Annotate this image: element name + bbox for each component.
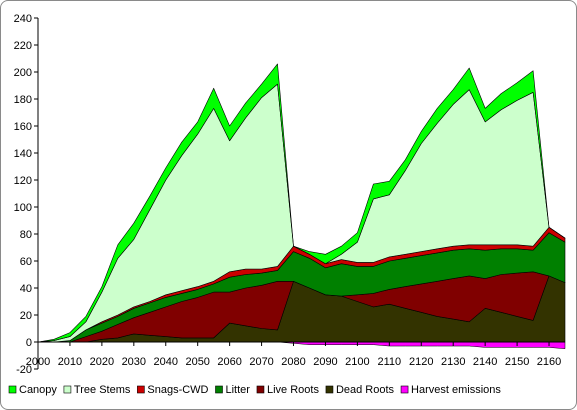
y-tick-label: -20 [16,364,32,376]
legend-label: Tree Stems [74,384,131,396]
x-tick-label: 2160 [537,356,561,368]
y-tick-label: 200 [14,67,32,79]
x-tick-label: 2140 [473,356,497,368]
y-tick-label: 180 [14,94,32,106]
x-tick-label: 2070 [249,356,273,368]
legend-label: Litter [226,384,251,396]
y-tick-label: 100 [14,202,32,214]
legend-swatch [256,385,265,394]
area-harvest-emissions [38,341,566,350]
legend-label: Dead Roots [336,384,395,396]
x-tick-label: 2020 [90,356,114,368]
x-tick-label: 2090 [313,356,337,368]
legend-item-tree-stems: Tree Stems [63,384,131,396]
legend-label: Snags-CWD [147,384,208,396]
x-tick-label: 2060 [217,356,241,368]
y-tick-label: 240 [14,13,32,25]
x-tick-label: 2040 [154,356,178,368]
legend-swatch [325,385,334,394]
legend-swatch [8,385,17,394]
x-tick-label: 2150 [505,356,529,368]
x-tick-label: 2010 [58,356,82,368]
x-tick-label: 2080 [281,356,305,368]
area-canopy [37,63,566,343]
axes: -200204060801001201401601802002202402000… [14,13,565,376]
legend-swatch [400,385,409,394]
legend-label: Live Roots [267,384,319,396]
y-tick-label: 140 [14,148,32,160]
x-tick-label: 2100 [345,356,369,368]
y-tick-label: 120 [14,175,32,187]
x-tick-label: 2120 [409,356,433,368]
legend-swatch [215,385,223,394]
legend: Canopy Tree Stems Snags-CWD Litter Live Root… [8,384,501,396]
legend-item-canopy: Canopy [8,384,57,396]
y-tick-label: 220 [14,40,32,52]
legend-swatch [137,385,145,394]
legend-item-live-roots: Live Roots [256,384,319,396]
y-tick-label: 160 [14,121,32,133]
y-tick-label: 80 [20,229,32,241]
x-tick-label: 2110 [378,356,402,368]
x-tick-label: 2130 [441,356,465,368]
legend-item-harvest-emissions: Harvest emissions [400,384,501,396]
legend-item-snags-cwd: Snags-CWD [137,384,209,396]
y-tick-label: 20 [20,310,32,322]
x-tick-label: 2000 [26,356,50,368]
stacked-areas [37,63,566,350]
legend-label: Harvest emissions [411,384,501,396]
y-tick-label: 40 [20,283,32,295]
legend-item-litter: Litter [215,384,251,396]
legend-item-dead-roots: Dead Roots [325,384,395,396]
x-tick-label: 2030 [122,356,146,368]
x-tick-label: 2050 [185,356,209,368]
legend-label: Canopy [19,384,57,396]
y-tick-label: 60 [20,256,32,268]
y-tick-label: 0 [26,337,32,349]
legend-swatch [63,385,72,394]
